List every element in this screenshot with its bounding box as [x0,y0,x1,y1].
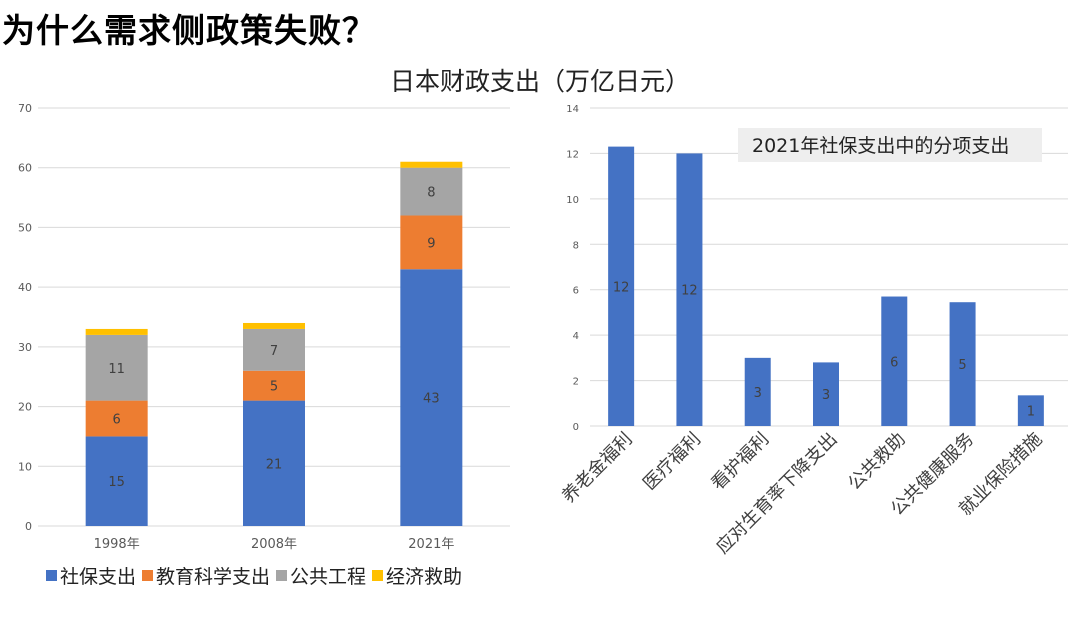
data-label: 6 [113,413,121,428]
bar-segment [243,322,305,329]
legend-label: 社保支出 [60,566,137,588]
bar [608,146,635,426]
bar-segment [243,328,305,371]
y-tick-label: 12 [566,149,579,160]
bar-segment [400,167,463,216]
x-tick-label: 养老金福利 [558,429,636,507]
y-tick-label: 10 [566,195,579,206]
bar-segment [243,400,305,526]
bar-segment [85,400,148,437]
data-label: 9 [427,236,435,251]
x-tick-label: 看护福利 [707,429,773,495]
x-tick-label: 1998年 [94,537,140,552]
detail-bar-chart: 0 2 4 6 8 10 12 14 2021年社保支出中的分项支出 12 养老金福利 12 医疗福利 3… [558,104,1068,558]
bar-segment [85,436,148,526]
y-tick-label: 2 [573,377,579,388]
data-label: 12 [613,280,630,295]
y-tick-label: 70 [18,102,32,115]
bar [1017,395,1044,426]
data-label: 1 [1027,405,1035,420]
data-label: 3 [754,386,762,401]
legend-label: 经济救助 [386,566,463,588]
bar [949,302,976,426]
x-tick-label: 2008年 [251,537,297,552]
bar [881,296,908,426]
y-tick-label: 60 [18,162,32,175]
data-label: 43 [423,392,440,407]
x-tick-label: 2021年 [408,537,454,552]
data-label: 11 [108,362,125,377]
y-tick-label: 6 [573,286,579,297]
x-tick-label: 公共救助 [844,429,910,495]
data-label: 8 [427,186,435,201]
bar-segment [85,328,148,335]
chart-main-title: 日本财政支出（万亿日元） [389,67,690,96]
bar [813,362,839,426]
chart-title-box [738,128,1042,162]
legend-swatch [46,570,57,581]
y-tick-label: 14 [566,104,579,115]
y-tick-label: 0 [25,520,32,533]
chart-title: 2021年社保支出中的分项支出 [752,135,1009,157]
x-tick-label: 应对生育率下降支出 [712,429,841,558]
y-tick-label: 30 [18,341,32,354]
legend-item: 公共工程 [276,562,366,589]
legend-swatch [276,570,288,581]
y-tick-label: 8 [573,240,579,251]
y-tick-label: 40 [18,281,32,294]
legend-label: 公共工程 [290,566,367,588]
bar [744,357,771,426]
data-label: 6 [890,355,898,370]
legend-item: 社保支出 [46,562,136,589]
bar-segment [400,269,463,526]
bar-segment [400,161,463,168]
data-label: 21 [266,457,283,472]
legend-swatch [142,570,154,581]
y-tick-label: 20 [18,401,32,414]
y-tick-label: 0 [573,422,579,433]
x-tick-label: 医疗福利 [639,429,705,495]
legend-label: 教育科学支出 [156,566,271,588]
y-tick-label: 10 [18,460,32,473]
data-label: 12 [681,284,698,299]
bar-segment [85,334,148,401]
data-label: 15 [108,475,125,490]
data-label: 3 [822,388,830,403]
y-tick-label: 4 [573,331,579,342]
legend-item: 教育科学支出 [142,562,270,589]
y-tick-label: 50 [18,221,32,234]
bar-segment [400,215,463,270]
data-label: 5 [958,358,966,373]
data-label: 7 [270,344,278,359]
chart-legend: 社保支出 教育科学支出 公共工程 经济救助 [46,562,462,589]
stacked-bar-chart: 0 10 20 30 40 50 60 70 15 6 11 1998年 21 5 7 2008年 43 9 8 20… [18,102,510,552]
legend-swatch [372,570,384,581]
slide-title: 为什么需求侧政策失败？ [2,11,376,50]
bar [676,153,703,426]
data-label: 5 [270,380,278,395]
legend-item: 经济救助 [372,562,462,589]
bar-segment [243,370,305,401]
